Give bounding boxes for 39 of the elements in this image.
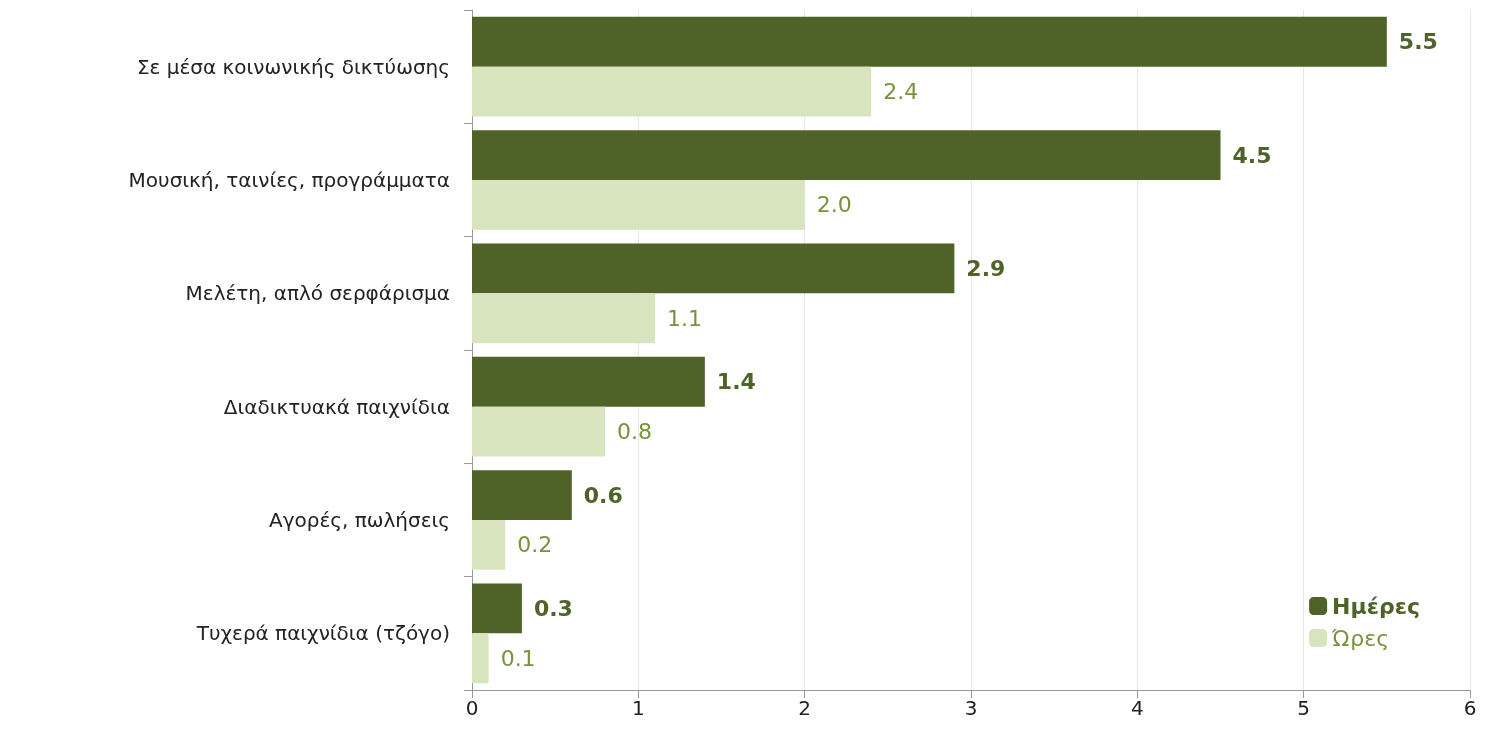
x-tick-label: 1 [631, 696, 645, 720]
x-tick-label: 5 [1297, 696, 1311, 720]
data-label: 5.5 [1398, 29, 1438, 55]
bar [472, 633, 489, 684]
x-tick-label: 0 [465, 696, 479, 720]
y-tick-label: Σε μέσα κοινωνικής δικτύωσης [136, 54, 450, 79]
bar [472, 520, 506, 570]
data-label: 0.3 [533, 595, 573, 621]
data-label: 2.0 [816, 192, 852, 218]
y-tick-label: Μελέτη, απλό σερφάρισμα [185, 281, 450, 306]
data-label: 0.2 [517, 532, 553, 558]
bar [472, 66, 872, 117]
x-tick-label: 3 [964, 696, 978, 720]
bar [472, 293, 655, 344]
bar [472, 406, 606, 457]
data-label: 0.8 [617, 419, 653, 445]
bar [472, 180, 805, 230]
data-label: 4.5 [1232, 142, 1272, 168]
data-label: 2.9 [966, 255, 1006, 281]
x-tick-label: 6 [1463, 696, 1477, 720]
data-label: 1.4 [716, 369, 756, 395]
data-label: 1.1 [666, 305, 702, 331]
legend-label: Ώρες [1331, 625, 1390, 651]
data-label: 0.6 [583, 482, 623, 508]
bar [472, 583, 522, 634]
bar [472, 130, 1221, 180]
data-label: 0.1 [500, 645, 536, 671]
bar [472, 356, 705, 407]
legend-label: Ημέρες [1332, 593, 1421, 619]
x-tick-label: 4 [1130, 696, 1144, 720]
y-tick-label: Διαδικτυακά παιχνίδια [223, 394, 450, 419]
data-label: 2.4 [883, 79, 919, 105]
y-tick-label: Μουσική, ταινίες, προγράμματα [128, 168, 450, 192]
y-tick-label: Τυχερά παιχνίδια (τζόγο) [195, 621, 450, 646]
y-tick-label: Αγορές, πωλήσεις [268, 508, 450, 532]
bar [472, 16, 1387, 67]
bar [472, 243, 955, 294]
x-tick-label: 2 [798, 696, 812, 720]
bar [472, 470, 572, 520]
